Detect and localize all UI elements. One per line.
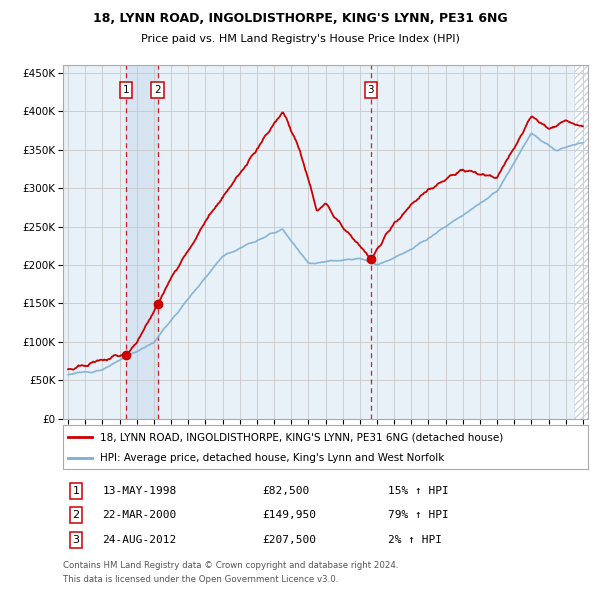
Bar bbox=[574, 65, 588, 419]
Text: 13-MAY-1998: 13-MAY-1998 bbox=[103, 486, 176, 496]
Text: 79% ↑ HPI: 79% ↑ HPI bbox=[389, 510, 449, 520]
Text: 15% ↑ HPI: 15% ↑ HPI bbox=[389, 486, 449, 496]
Bar bbox=[126, 65, 158, 419]
Text: £82,500: £82,500 bbox=[263, 486, 310, 496]
Text: 2% ↑ HPI: 2% ↑ HPI bbox=[389, 535, 443, 545]
Text: 22-MAR-2000: 22-MAR-2000 bbox=[103, 510, 176, 520]
Text: 18, LYNN ROAD, INGOLDISTHORPE, KING'S LYNN, PE31 6NG: 18, LYNN ROAD, INGOLDISTHORPE, KING'S LY… bbox=[92, 12, 508, 25]
Text: £149,950: £149,950 bbox=[263, 510, 317, 520]
Text: 18, LYNN ROAD, INGOLDISTHORPE, KING'S LYNN, PE31 6NG (detached house): 18, LYNN ROAD, INGOLDISTHORPE, KING'S LY… bbox=[100, 432, 503, 442]
Text: 1: 1 bbox=[73, 486, 80, 496]
Text: 2: 2 bbox=[154, 86, 161, 96]
Text: 1: 1 bbox=[122, 86, 129, 96]
Bar bbox=[574, 65, 588, 419]
Text: 3: 3 bbox=[367, 86, 374, 96]
Text: This data is licensed under the Open Government Licence v3.0.: This data is licensed under the Open Gov… bbox=[63, 575, 338, 584]
Text: £207,500: £207,500 bbox=[263, 535, 317, 545]
Text: Price paid vs. HM Land Registry's House Price Index (HPI): Price paid vs. HM Land Registry's House … bbox=[140, 34, 460, 44]
Text: 2: 2 bbox=[73, 510, 80, 520]
Text: HPI: Average price, detached house, King's Lynn and West Norfolk: HPI: Average price, detached house, King… bbox=[100, 453, 444, 463]
Text: 3: 3 bbox=[73, 535, 80, 545]
Text: Contains HM Land Registry data © Crown copyright and database right 2024.: Contains HM Land Registry data © Crown c… bbox=[63, 560, 398, 569]
Text: 24-AUG-2012: 24-AUG-2012 bbox=[103, 535, 176, 545]
